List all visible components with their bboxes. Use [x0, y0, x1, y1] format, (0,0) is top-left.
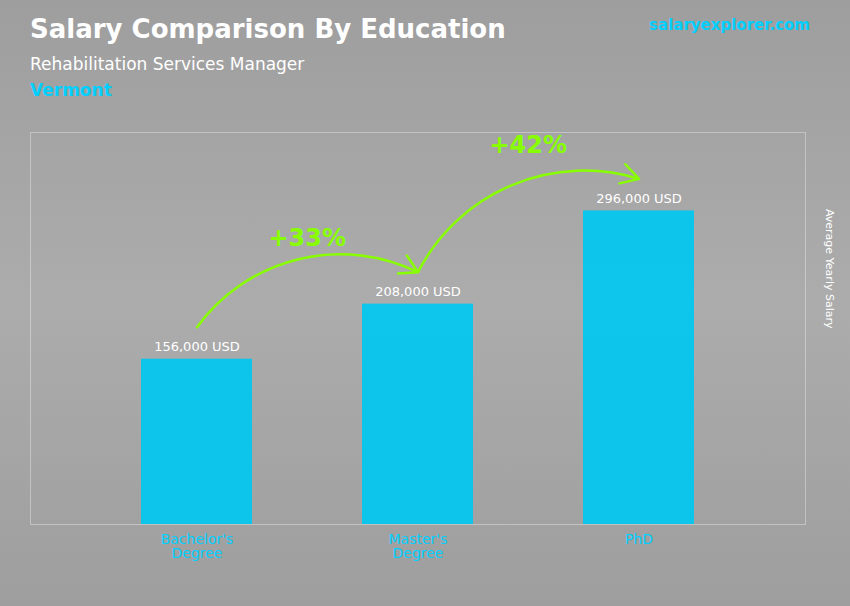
- html-text:Vermont: Vermont: [30, 80, 112, 100]
- svg-text:208,000 USD: 208,000 USD: [375, 284, 461, 299]
- html-text:Salary Comparison By Education: Salary Comparison By Education: [30, 14, 506, 44]
- svg-text:+33%: +33%: [269, 224, 347, 252]
- html-text:salaryexplorer.com: salaryexplorer.com: [649, 16, 810, 34]
- svg-text:296,000 USD: 296,000 USD: [596, 191, 682, 206]
- svg-text:Master'sDegree: Master'sDegree: [389, 531, 448, 561]
- svg-text:Bachelor'sDegree: Bachelor'sDegree: [161, 531, 234, 561]
- svg-text:Average Yearly Salary: Average Yearly Salary: [823, 209, 836, 329]
- svg-text:PhD: PhD: [625, 531, 653, 547]
- svg-text:+42%: +42%: [490, 131, 568, 159]
- svg-text:156,000 USD: 156,000 USD: [154, 339, 240, 354]
- html-text:Rehabilitation Services Manage: Rehabilitation Services Manager: [30, 54, 305, 74]
